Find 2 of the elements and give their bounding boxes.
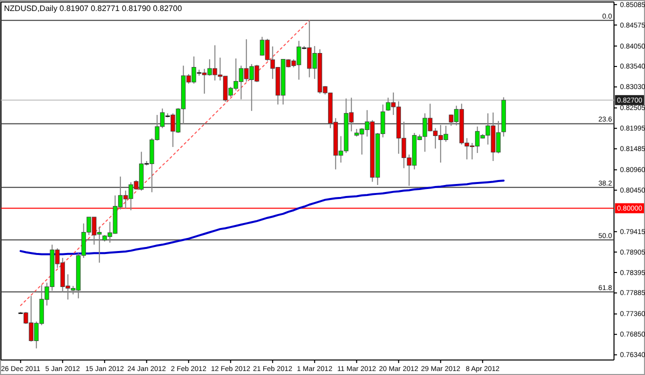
chart-title: NZDUSD,Daily 0.81907 0.82771 0.81790 0.82700 [4, 4, 182, 13]
line-series [20, 20, 310, 306]
